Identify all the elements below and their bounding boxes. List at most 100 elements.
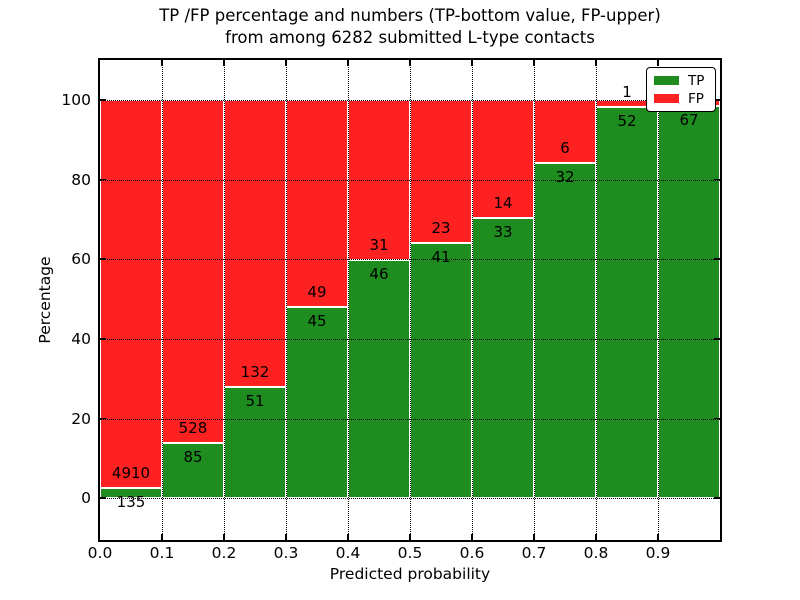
- legend-item-tp: TP: [654, 74, 709, 88]
- tp-count-label: 51: [245, 392, 265, 411]
- fp-swatch-icon: [654, 94, 679, 103]
- y-tick-mark: [100, 497, 106, 499]
- y-tick-label: 20: [71, 409, 91, 428]
- x-tick-label: 0.9: [645, 544, 671, 562]
- fp-count-label: 132: [240, 363, 270, 382]
- x-tick-label: 0.2: [211, 544, 237, 562]
- gridline-horizontal: [100, 259, 720, 261]
- x-axis-label: Predicted probability: [329, 565, 491, 583]
- y-tick-mark: [100, 99, 106, 101]
- y-tick-mark: [100, 338, 106, 340]
- gridline-vertical: [347, 60, 349, 540]
- y-tick-mark-right: [714, 417, 720, 420]
- tp-count-label: 67: [679, 110, 699, 129]
- x-tick-label: 0.3: [273, 544, 299, 562]
- fp-count-label: 31: [369, 236, 389, 255]
- x-tick-mark-top: [347, 60, 349, 66]
- legend-label-tp: TP: [688, 72, 705, 89]
- x-tick-mark-top: [533, 60, 535, 66]
- x-tick-mark: [471, 534, 473, 540]
- x-tick-mark-top: [409, 60, 411, 66]
- x-tick-mark-top: [657, 60, 659, 66]
- fp-count-label: 4910: [111, 463, 151, 482]
- gridline-vertical: [285, 60, 287, 540]
- bar-segment-fp: [472, 99, 534, 219]
- fp-count-label: 1: [622, 83, 632, 102]
- x-tick-mark-top: [223, 60, 225, 66]
- x-tick-mark: [533, 534, 535, 540]
- fp-count-label: 49: [307, 283, 327, 302]
- tp-count-label: 46: [369, 265, 389, 284]
- gridline-vertical: [533, 60, 535, 540]
- legend: TP FP: [646, 67, 716, 112]
- gridline-vertical: [471, 60, 473, 540]
- y-tick-mark: [100, 178, 106, 181]
- fp-count-label: 23: [431, 218, 451, 237]
- chart-title: TP /FP percentage and numbers (TP-bottom…: [100, 5, 720, 49]
- chart-title-line2: from among 6282 submitted L-type contact…: [225, 28, 595, 47]
- gridline-horizontal: [100, 418, 720, 420]
- gridline-vertical: [595, 60, 597, 540]
- y-tick-mark-right: [714, 338, 720, 340]
- bar-segment-tp: [348, 260, 410, 499]
- y-tick-mark: [100, 417, 106, 420]
- bar-segment-tp: [410, 242, 472, 499]
- x-tick-label: 0.6: [459, 544, 485, 562]
- bar-segment-tp: [286, 307, 348, 499]
- bar-segment-fp: [286, 99, 348, 308]
- fp-count-label: 6: [560, 138, 570, 157]
- y-tick-mark: [100, 258, 106, 260]
- tp-count-label: 32: [555, 167, 575, 186]
- bar-segment-fp: [410, 99, 472, 243]
- fp-count-label: 528: [178, 418, 208, 437]
- chart-title-line1: TP /FP percentage and numbers (TP-bottom…: [159, 6, 661, 25]
- bar-segment-tp: [658, 105, 720, 499]
- y-tick-label: 100: [61, 90, 91, 109]
- x-tick-mark: [595, 534, 597, 540]
- x-tick-mark-top: [161, 60, 163, 66]
- y-tick-mark-right: [714, 99, 720, 101]
- x-tick-mark: [285, 534, 287, 540]
- bar-segment-fp: [534, 99, 596, 163]
- x-tick-label: 0.4: [335, 544, 361, 562]
- tp-swatch-icon: [654, 76, 679, 85]
- x-tick-label: 0.0: [87, 544, 113, 562]
- x-tick-mark: [223, 534, 225, 540]
- bar-segment-tp: [162, 442, 224, 499]
- x-tick-mark: [347, 534, 349, 540]
- y-tick-mark-right: [714, 497, 720, 499]
- gridline-horizontal: [100, 179, 720, 181]
- y-tick-mark-right: [714, 178, 720, 181]
- bar-segment-tp: [596, 107, 658, 499]
- x-tick-label: 0.7: [521, 544, 547, 562]
- legend-item-fp: FP: [654, 92, 709, 106]
- fp-count-label: 14: [493, 194, 513, 213]
- gridline-vertical: [409, 60, 411, 540]
- gridline-horizontal: [100, 498, 720, 500]
- legend-label-fp: FP: [688, 90, 704, 107]
- y-tick-label: 40: [71, 329, 91, 348]
- y-tick-label: 80: [71, 170, 91, 189]
- bar-segment-tp: [472, 218, 534, 499]
- y-tick-label: 60: [71, 250, 91, 269]
- x-tick-label: 0.8: [583, 544, 609, 562]
- y-tick-mark-right: [714, 258, 720, 260]
- x-tick-mark: [657, 534, 659, 540]
- tp-count-label: 85: [183, 447, 203, 466]
- x-tick-mark-top: [285, 60, 287, 66]
- bar-segment-fp: [162, 99, 224, 443]
- x-tick-mark: [409, 534, 411, 540]
- x-tick-mark-top: [471, 60, 473, 66]
- tp-count-label: 45: [307, 312, 327, 331]
- plot-area: TP FP 4910 135 528 85 132 51 49 45 31 46 23 41 14 33 6…: [98, 58, 722, 542]
- bar-segment-fp: [100, 99, 162, 488]
- bar-segment-tp: [534, 162, 596, 499]
- gridline-vertical: [161, 60, 163, 540]
- tp-count-label: 41: [431, 247, 451, 266]
- x-tick-label: 0.1: [149, 544, 175, 562]
- x-tick-mark-top: [595, 60, 597, 66]
- gridline-horizontal: [100, 338, 720, 340]
- x-tick-mark: [161, 534, 163, 540]
- tp-count-label: 135: [116, 492, 146, 511]
